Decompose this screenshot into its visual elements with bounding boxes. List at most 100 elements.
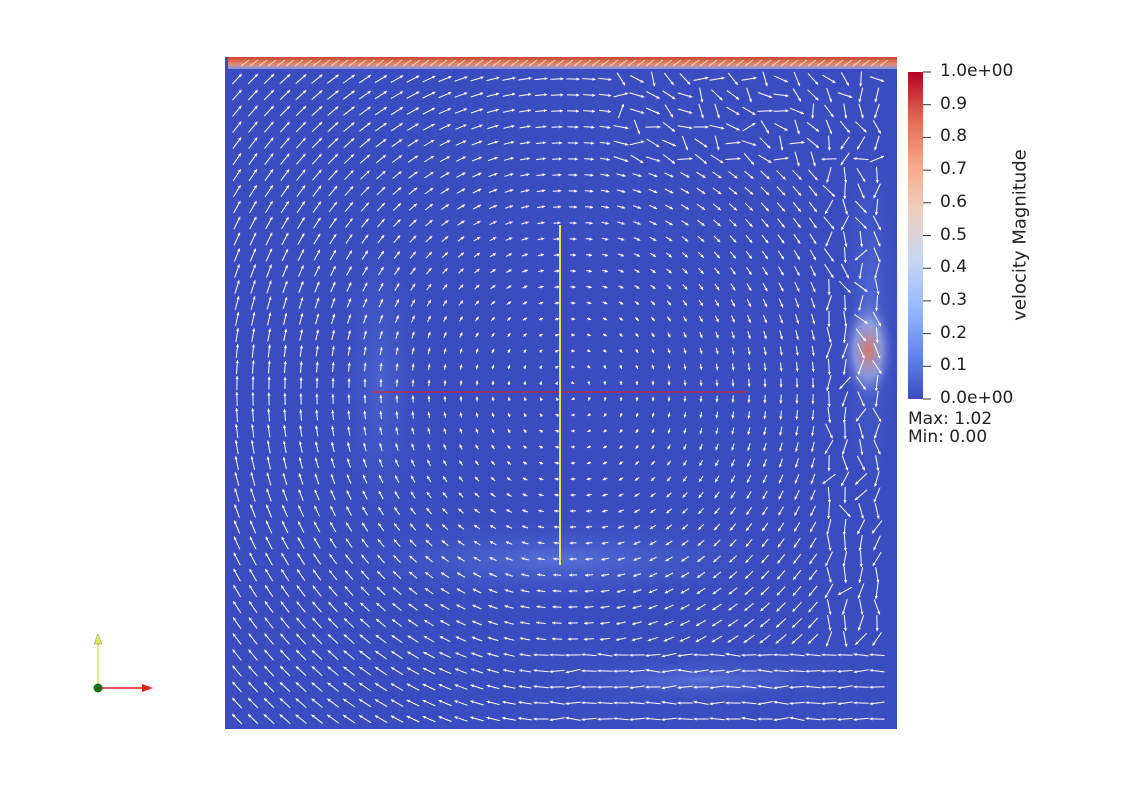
velocity-arrowhead xyxy=(318,153,322,158)
velocity-arrowhead xyxy=(760,591,764,596)
velocity-arrowhead xyxy=(504,605,508,609)
velocity-arrowhead xyxy=(364,298,368,303)
velocity-arrowhead xyxy=(647,638,652,642)
velocity-arrowhead xyxy=(664,622,668,626)
velocity-arrowhead xyxy=(619,365,622,369)
velocity-arrowhead xyxy=(367,75,371,79)
velocity-arrowhead xyxy=(773,686,777,690)
velocity-arrowhead xyxy=(540,285,544,289)
lid-velocity-arrow xyxy=(771,59,781,67)
velocity-arrowhead xyxy=(491,445,495,449)
velocity-arrowhead xyxy=(317,217,321,221)
velocity-arrowhead xyxy=(487,636,492,640)
velocity-arrowhead xyxy=(874,595,878,599)
velocity-arrowhead xyxy=(699,334,703,338)
velocity-arrowhead xyxy=(430,140,435,143)
velocity-arrowhead xyxy=(473,557,477,560)
velocity-arrowhead xyxy=(249,569,253,573)
velocity-arrowhead xyxy=(237,232,241,236)
lid-velocity-arrow xyxy=(294,59,304,67)
velocity-arrowhead xyxy=(523,397,527,401)
velocity-arrowhead xyxy=(318,169,322,173)
velocity-arrowhead xyxy=(251,360,255,364)
velocity-arrowhead xyxy=(332,298,336,302)
velocity-arrowhead xyxy=(597,685,601,689)
velocity-arrowhead xyxy=(874,146,878,151)
velocity-arrowhead xyxy=(295,666,300,670)
velocity-arrowhead xyxy=(656,111,660,115)
velocity-arrowhead xyxy=(549,685,553,689)
velocity-arrowhead xyxy=(575,141,579,145)
velocity-arrowhead xyxy=(413,235,417,239)
velocity-arrowhead xyxy=(431,107,435,111)
velocity-arrowhead xyxy=(549,700,553,704)
velocity-arrowhead xyxy=(589,221,593,225)
velocity-arrowhead xyxy=(715,318,719,323)
velocity-arrowhead xyxy=(267,424,271,428)
velocity-arrowhead xyxy=(877,130,881,134)
velocity-arrowhead xyxy=(235,392,239,395)
velocity-arrowhead xyxy=(827,516,831,520)
velocity-arrowhead xyxy=(300,313,304,317)
lid-velocity-arrow xyxy=(843,59,853,67)
velocity-arrowhead xyxy=(796,304,800,308)
velocity-arrowhead xyxy=(841,403,845,407)
velocity-arrowhead xyxy=(650,477,655,481)
velocity-arrowhead xyxy=(510,173,514,177)
velocity-arrowhead xyxy=(805,653,809,657)
velocity-arrowhead xyxy=(330,506,334,510)
velocity-arrowhead xyxy=(359,634,363,638)
velocity-arrowhead xyxy=(366,186,370,190)
velocity-arrowhead xyxy=(512,76,516,80)
velocity-arrowhead xyxy=(725,670,729,674)
velocity-arrowhead xyxy=(824,450,828,454)
velocity-arrowhead xyxy=(773,718,777,722)
velocity-arrowhead xyxy=(795,368,799,372)
velocity-arrowhead xyxy=(477,205,481,208)
velocity-arrowhead xyxy=(618,493,622,497)
velocity-arrowhead xyxy=(346,458,350,462)
velocity-arrowhead xyxy=(410,523,414,527)
velocity-arrowhead xyxy=(351,74,355,78)
velocity-arrowhead xyxy=(667,318,671,322)
velocity-arrowhead xyxy=(685,146,688,151)
velocity-arrowhead xyxy=(698,510,702,514)
velocity-arrowhead xyxy=(814,176,818,181)
velocity-arrowhead xyxy=(491,348,495,353)
velocity-arrowhead xyxy=(347,426,351,430)
velocity-arrowhead xyxy=(700,254,704,258)
velocity-arrowhead xyxy=(395,459,399,463)
velocity-arrowhead xyxy=(253,216,257,221)
velocity-arrowhead xyxy=(457,556,461,560)
velocity-arrowhead xyxy=(713,542,717,547)
velocity-arrowhead xyxy=(427,363,431,367)
velocity-arrowhead xyxy=(842,563,846,567)
velocity-arrowhead xyxy=(725,652,729,656)
velocity-arrowhead xyxy=(232,633,236,637)
velocity-arrowhead xyxy=(727,639,732,643)
velocity-arrowhead xyxy=(794,512,798,516)
velocity-arrowhead xyxy=(715,446,719,451)
velocity-arrowhead xyxy=(282,521,285,525)
velocity-arrowhead xyxy=(567,637,571,641)
velocity-arrowhead xyxy=(471,668,475,672)
lid-velocity-arrow xyxy=(780,59,790,67)
velocity-arrowhead xyxy=(670,81,674,85)
velocity-arrowhead xyxy=(778,496,782,500)
velocity-arrowhead xyxy=(635,445,639,449)
velocity-arrowhead xyxy=(763,384,767,388)
velocity-arrowhead xyxy=(795,336,799,340)
velocity-arrowhead xyxy=(613,685,617,689)
velocity-arrowhead xyxy=(343,699,347,702)
velocity-arrowhead xyxy=(840,161,844,166)
velocity-arrowhead xyxy=(282,441,286,445)
velocity-arrowhead xyxy=(654,174,658,178)
velocity-arrowhead xyxy=(778,464,782,468)
lid-velocity-arrow xyxy=(879,59,889,67)
velocity-arrowhead xyxy=(459,476,463,480)
velocity-arrowhead xyxy=(768,95,773,98)
velocity-arrowhead xyxy=(234,472,238,476)
velocity-arrowhead xyxy=(443,348,447,352)
